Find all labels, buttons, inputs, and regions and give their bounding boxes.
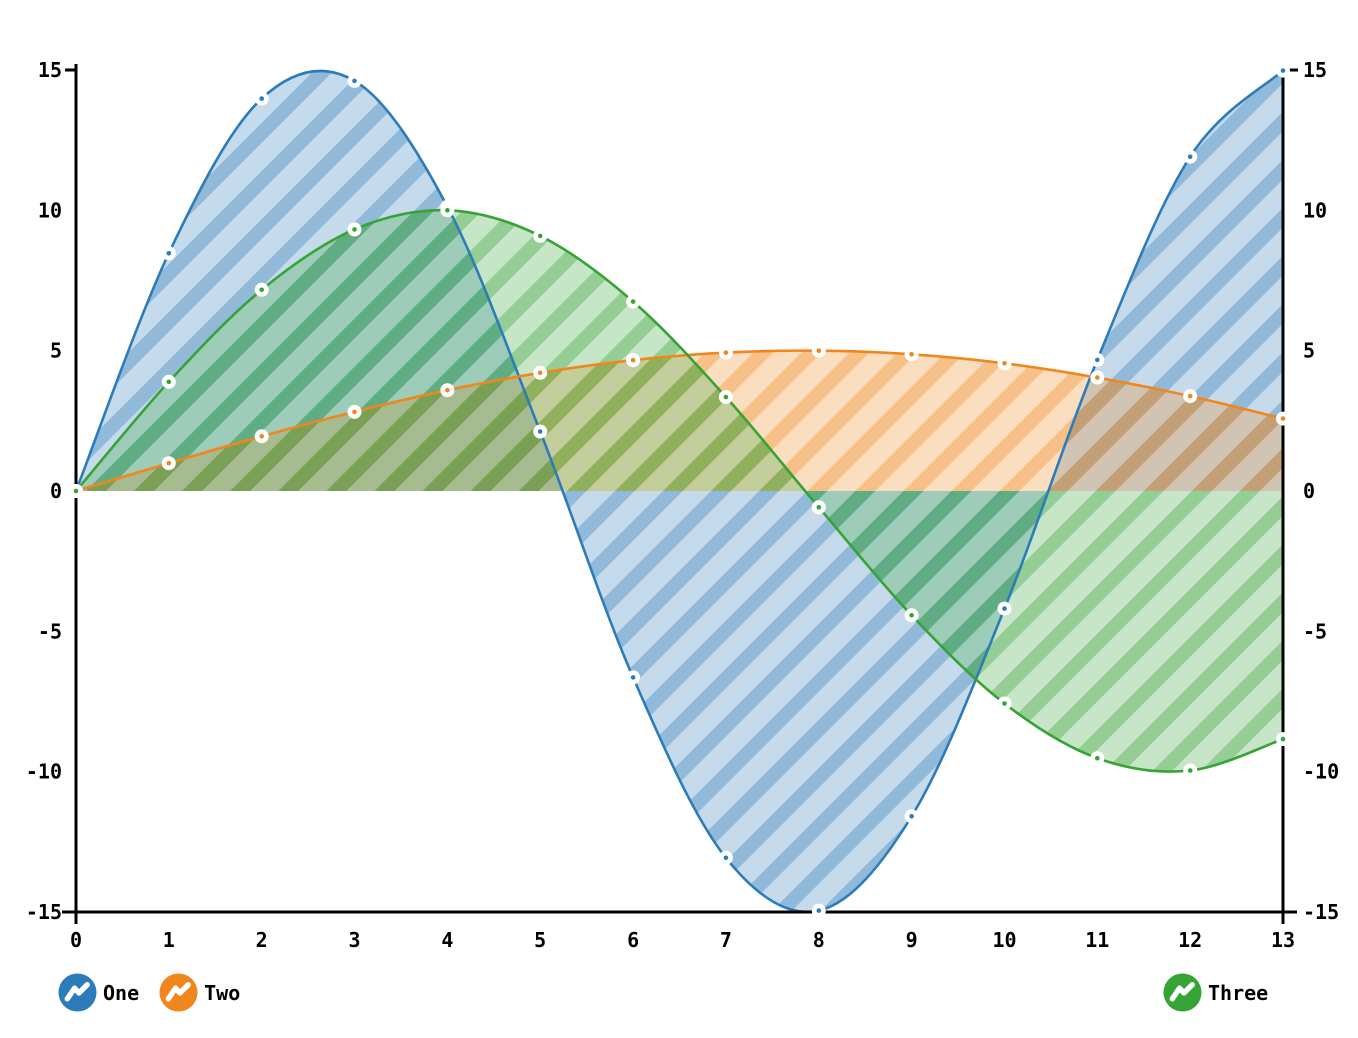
marker-two-5[interactable] <box>533 365 548 380</box>
y-tick-label-right: -15 <box>1303 900 1339 924</box>
marker-two-6[interactable] <box>626 353 641 368</box>
marker-three-4[interactable] <box>440 203 455 218</box>
x-tick-label: 1 <box>163 928 175 952</box>
marker-three-1[interactable] <box>161 374 176 389</box>
series-areas <box>76 70 1283 912</box>
y-tick-label-right: -5 <box>1303 619 1327 643</box>
marker-three-7[interactable] <box>718 390 733 404</box>
legend-item-one[interactable]: One <box>58 973 139 1012</box>
marker-one-2[interactable] <box>254 91 269 106</box>
marker-one-3[interactable] <box>347 73 362 88</box>
marker-one-9[interactable] <box>904 809 919 824</box>
y-tick-label-right: 0 <box>1303 479 1315 503</box>
y-tick-label-left: 0 <box>50 479 62 503</box>
x-tick-label: 10 <box>992 928 1016 952</box>
marker-three-3[interactable] <box>347 222 362 237</box>
y-tick-label-right: 15 <box>1303 58 1327 82</box>
x-tick-label: 12 <box>1178 928 1202 952</box>
y-tick-label-right: 10 <box>1303 198 1327 222</box>
marker-three-0[interactable] <box>69 484 83 498</box>
marker-two-10[interactable] <box>997 356 1012 371</box>
y-tick-label-right: -10 <box>1303 760 1339 784</box>
marker-three-6[interactable] <box>626 294 641 309</box>
x-tick-label: 13 <box>1271 928 1295 952</box>
x-tick-label: 9 <box>906 928 918 952</box>
marker-three-9[interactable] <box>904 608 919 623</box>
marker-one-5[interactable] <box>533 424 548 439</box>
y-tick-label-left: -10 <box>26 760 62 784</box>
marker-one-11[interactable] <box>1090 352 1105 367</box>
y-tick-label-left: 15 <box>38 58 62 82</box>
data-markers <box>69 63 1290 918</box>
line-chart-icon <box>58 973 97 1012</box>
marker-one-8[interactable] <box>811 903 826 918</box>
marker-three-12[interactable] <box>1183 763 1198 778</box>
marker-three-10[interactable] <box>997 696 1012 711</box>
legend-label-two: Two <box>204 980 241 1005</box>
marker-two-13[interactable] <box>1276 411 1290 426</box>
marker-two-7[interactable] <box>718 345 733 360</box>
marker-one-6[interactable] <box>626 670 641 685</box>
legend-item-three[interactable]: Three <box>1163 973 1268 1012</box>
marker-three-13[interactable] <box>1276 732 1290 747</box>
marker-two-4[interactable] <box>440 383 455 398</box>
marker-two-3[interactable] <box>347 404 362 419</box>
line-two <box>75 349 1284 493</box>
legend-right: Three <box>1163 973 1268 1012</box>
marker-two-8[interactable] <box>811 343 826 358</box>
marker-two-2[interactable] <box>254 429 269 444</box>
x-tick-label: 7 <box>720 928 732 952</box>
marker-two-9[interactable] <box>904 347 919 362</box>
marker-two-11[interactable] <box>1090 370 1105 385</box>
legend-label-three: Three <box>1208 980 1269 1005</box>
marker-three-11[interactable] <box>1090 751 1105 766</box>
legend-item-two[interactable]: Two <box>159 973 240 1012</box>
x-tick-label: 0 <box>70 928 82 952</box>
marker-one-12[interactable] <box>1183 149 1198 164</box>
x-tick-label: 11 <box>1085 928 1109 952</box>
line-chart-icon <box>159 973 198 1012</box>
y-tick-label-left: 10 <box>38 198 62 222</box>
y-tick-label-left: 5 <box>50 339 62 363</box>
marker-three-5[interactable] <box>533 228 548 243</box>
legend-left: One Two <box>58 973 240 1012</box>
y-tick-label-left: -5 <box>38 619 62 643</box>
marker-two-12[interactable] <box>1183 389 1198 404</box>
marker-one-10[interactable] <box>997 601 1012 616</box>
x-tick-label: 6 <box>627 928 639 952</box>
x-tick-label: 8 <box>813 928 825 952</box>
x-tick-label: 4 <box>441 928 453 952</box>
area-three <box>76 210 1283 772</box>
x-tick-label: 5 <box>534 928 546 952</box>
marker-one-1[interactable] <box>161 246 176 261</box>
y-tick-label-right: 5 <box>1303 339 1315 363</box>
marker-three-2[interactable] <box>254 282 269 297</box>
line-chart-icon <box>1163 973 1202 1012</box>
x-tick-label: 2 <box>256 928 268 952</box>
y-tick-label-left: -15 <box>26 900 62 924</box>
marker-one-7[interactable] <box>718 850 733 865</box>
legend-label-one: One <box>103 980 140 1005</box>
marker-one-13[interactable] <box>1276 63 1290 78</box>
marker-two-1[interactable] <box>161 456 176 471</box>
x-tick-label: 3 <box>348 928 360 952</box>
marker-three-8[interactable] <box>811 500 826 515</box>
